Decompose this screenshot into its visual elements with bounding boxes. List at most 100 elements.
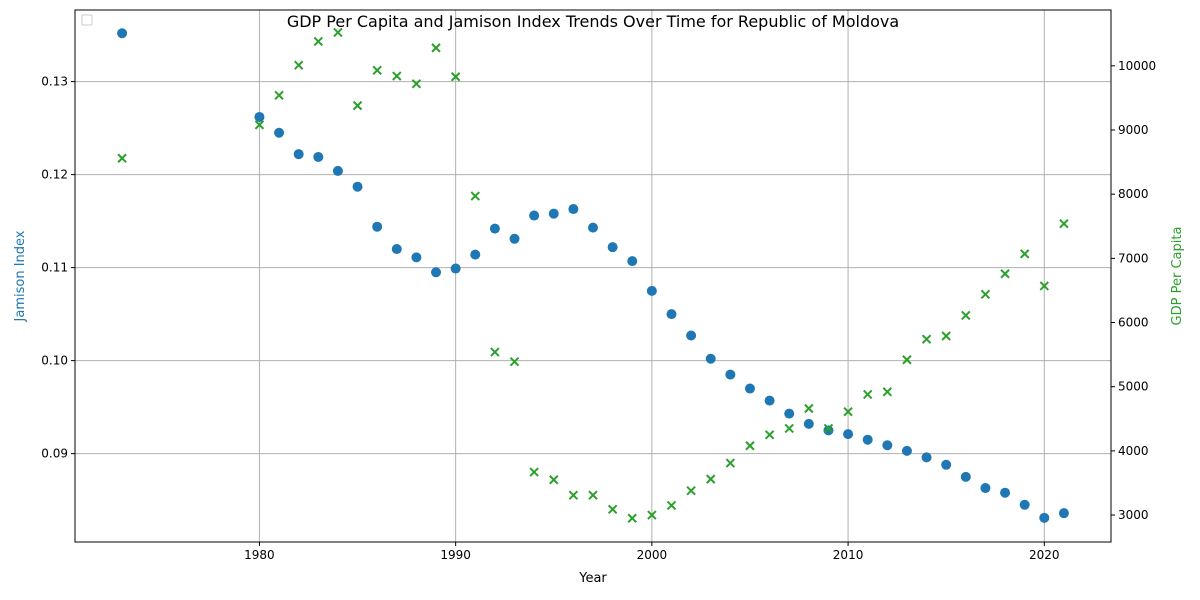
- gdp-per-capita-point: [372, 65, 382, 76]
- gdp-per-capita-point: [862, 389, 873, 400]
- gdp-per-capita-point: [686, 485, 696, 496]
- x-tick-label: 1980: [244, 548, 275, 562]
- gdp-per-capita-point: [607, 504, 618, 514]
- jamison-index-point: [489, 223, 500, 234]
- left-tick-label: 0.12: [41, 168, 68, 182]
- right-tick-label: 9000: [1118, 123, 1149, 137]
- x-axis-label: Year: [578, 571, 607, 586]
- jamison-index-point: [803, 418, 814, 429]
- jamison-index-point: [372, 221, 383, 232]
- jamison-index-point: [980, 483, 991, 494]
- gdp-per-capita-point: [392, 71, 402, 81]
- jamison-index-point: [548, 208, 559, 219]
- left-tick-label: 0.10: [41, 354, 68, 368]
- jamison-index-point: [470, 249, 481, 260]
- jamison-index-point: [901, 445, 912, 456]
- jamison-index-point: [1039, 512, 1050, 523]
- gdp-per-capita-point: [882, 387, 893, 397]
- jamison-index-point: [254, 111, 265, 122]
- gdp-per-capita-point: [470, 191, 480, 201]
- right-axis-ticks: 3000 4000 5000 6000 7000 8000 9000 10000: [1111, 59, 1156, 522]
- gdp-per-capita-point: [823, 423, 834, 434]
- gdp-per-capita-point: [764, 430, 775, 440]
- jamison-index-point: [293, 149, 304, 160]
- jamison-index-point: [646, 285, 657, 296]
- gdp-per-capita-point: [843, 407, 853, 417]
- left-tick-label: 0.09: [41, 447, 68, 461]
- jamison-index-point: [843, 429, 854, 440]
- gdp-per-capita-point: [1019, 249, 1030, 259]
- gdp-per-capita-point: [274, 90, 284, 101]
- x-tick-label: 1990: [440, 548, 471, 562]
- gdp-per-capita-point: [509, 356, 520, 367]
- jamison-index-point: [725, 369, 736, 380]
- gdp-per-capita-point: [450, 72, 461, 82]
- right-tick-label: 8000: [1118, 187, 1149, 201]
- gridlines: [75, 10, 1111, 542]
- jamison-index-point: [588, 222, 598, 233]
- gdp-per-capita-point: [313, 36, 324, 47]
- jamison-index-point: [509, 233, 520, 244]
- plot-frame: [74, 9, 1112, 543]
- jamison-index-point: [882, 440, 893, 451]
- jamison-index-point: [1058, 508, 1069, 519]
- jamison-index-point: [431, 267, 442, 278]
- chart-title: GDP Per Capita and Jamison Index Trends …: [287, 12, 899, 31]
- jamison-index-point: [960, 471, 971, 482]
- x-tick-label: 2000: [637, 548, 668, 562]
- left-axis-ticks: 0.09 0.10 0.11 0.12 0.13: [41, 75, 75, 461]
- jamison-index-point: [666, 309, 677, 320]
- gdp-per-capita-point: [411, 79, 422, 89]
- legend-box: [81, 14, 93, 26]
- jamison-index-point: [450, 263, 461, 274]
- jamison-index-point: [1019, 499, 1030, 510]
- jamison-index-point: [117, 28, 128, 39]
- jamison-index-point: [332, 165, 343, 176]
- jamison-index-point: [744, 383, 755, 394]
- jamison-index-point: [607, 242, 618, 253]
- jamison-index-point: [568, 204, 579, 215]
- jamison-index-point: [941, 459, 952, 470]
- jamison-index-point: [784, 408, 795, 419]
- gdp-per-capita-point: [1059, 218, 1069, 229]
- gdp-per-capita-point: [568, 490, 579, 500]
- left-axis-label: Jamison Index: [13, 230, 28, 322]
- jamison-index-point: [529, 210, 540, 221]
- jamison-index-point: [391, 244, 402, 255]
- gdp-per-capita-point: [1000, 269, 1010, 279]
- jamison-index-point: [862, 434, 873, 445]
- jamison-index-point: [274, 127, 285, 138]
- gdp-per-capita-point: [117, 153, 127, 163]
- right-tick-label: 4000: [1118, 444, 1149, 458]
- gdp-per-capita-point: [980, 289, 991, 299]
- gdp-per-capita-point: [352, 100, 363, 111]
- right-tick-label: 10000: [1118, 59, 1156, 73]
- gdp-per-capita-point: [333, 27, 343, 38]
- jamison-index-point: [686, 330, 697, 341]
- jamison-index-point: [823, 425, 834, 436]
- gdp-per-capita-point: [549, 475, 559, 485]
- gdp-per-capita-point: [490, 347, 500, 357]
- right-tick-label: 5000: [1118, 380, 1149, 394]
- gdp-per-capita-point: [627, 513, 637, 523]
- gdp-per-capita-point: [666, 500, 677, 511]
- right-tick-label: 7000: [1118, 251, 1149, 265]
- x-tick-label: 2020: [1029, 548, 1060, 562]
- left-tick-label: 0.11: [41, 261, 68, 275]
- jamison-index-point: [313, 151, 324, 162]
- jamison-index-point: [705, 353, 716, 364]
- jamison-index-point: [921, 452, 932, 463]
- gdp-per-capita-point: [902, 355, 912, 365]
- right-tick-label: 3000: [1118, 508, 1149, 522]
- gdp-per-capita-point: [588, 490, 598, 500]
- gdp-per-capita-point: [745, 441, 755, 451]
- gdp-per-capita-point: [431, 43, 441, 53]
- gdp-per-capita-point: [961, 310, 971, 321]
- gdp-per-capita-point: [293, 60, 304, 70]
- jamison-index-point: [411, 252, 422, 263]
- gdp-per-capita-point: [1039, 281, 1049, 291]
- jamison-index-point: [352, 181, 363, 192]
- gdp-per-capita-point: [804, 403, 814, 414]
- gdp-per-capita-point: [647, 510, 657, 520]
